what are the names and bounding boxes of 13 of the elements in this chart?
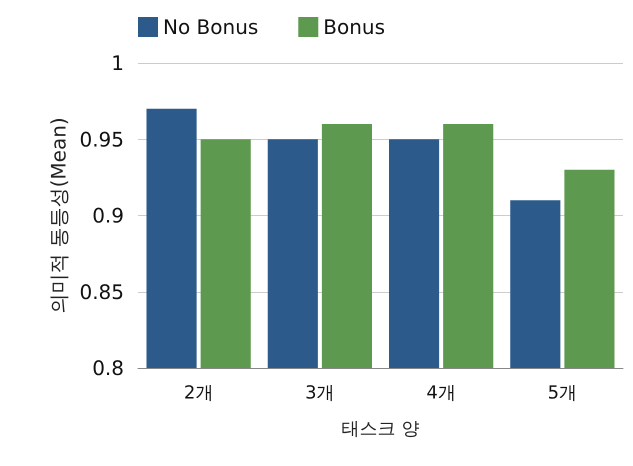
y-tick-label: 0.8	[92, 356, 124, 380]
legend-label: No Bonus	[163, 15, 258, 39]
y-tick-label: 0.95	[79, 127, 124, 152]
x-tick-label: 2개	[184, 382, 214, 404]
y-tick-label: 0.85	[79, 280, 124, 304]
y-axis-title: 의미적 동등성(Mean)	[46, 117, 71, 314]
x-axis-title: 태스크 양	[342, 418, 420, 440]
x-tick-label: 4개	[426, 382, 456, 404]
y-tick-label: 1	[111, 51, 124, 75]
x-tick-label: 5개	[548, 382, 578, 404]
x-tick-label: 3개	[305, 382, 335, 404]
legend-label: Bonus	[323, 15, 386, 39]
y-tick-label: 0.9	[92, 204, 124, 228]
